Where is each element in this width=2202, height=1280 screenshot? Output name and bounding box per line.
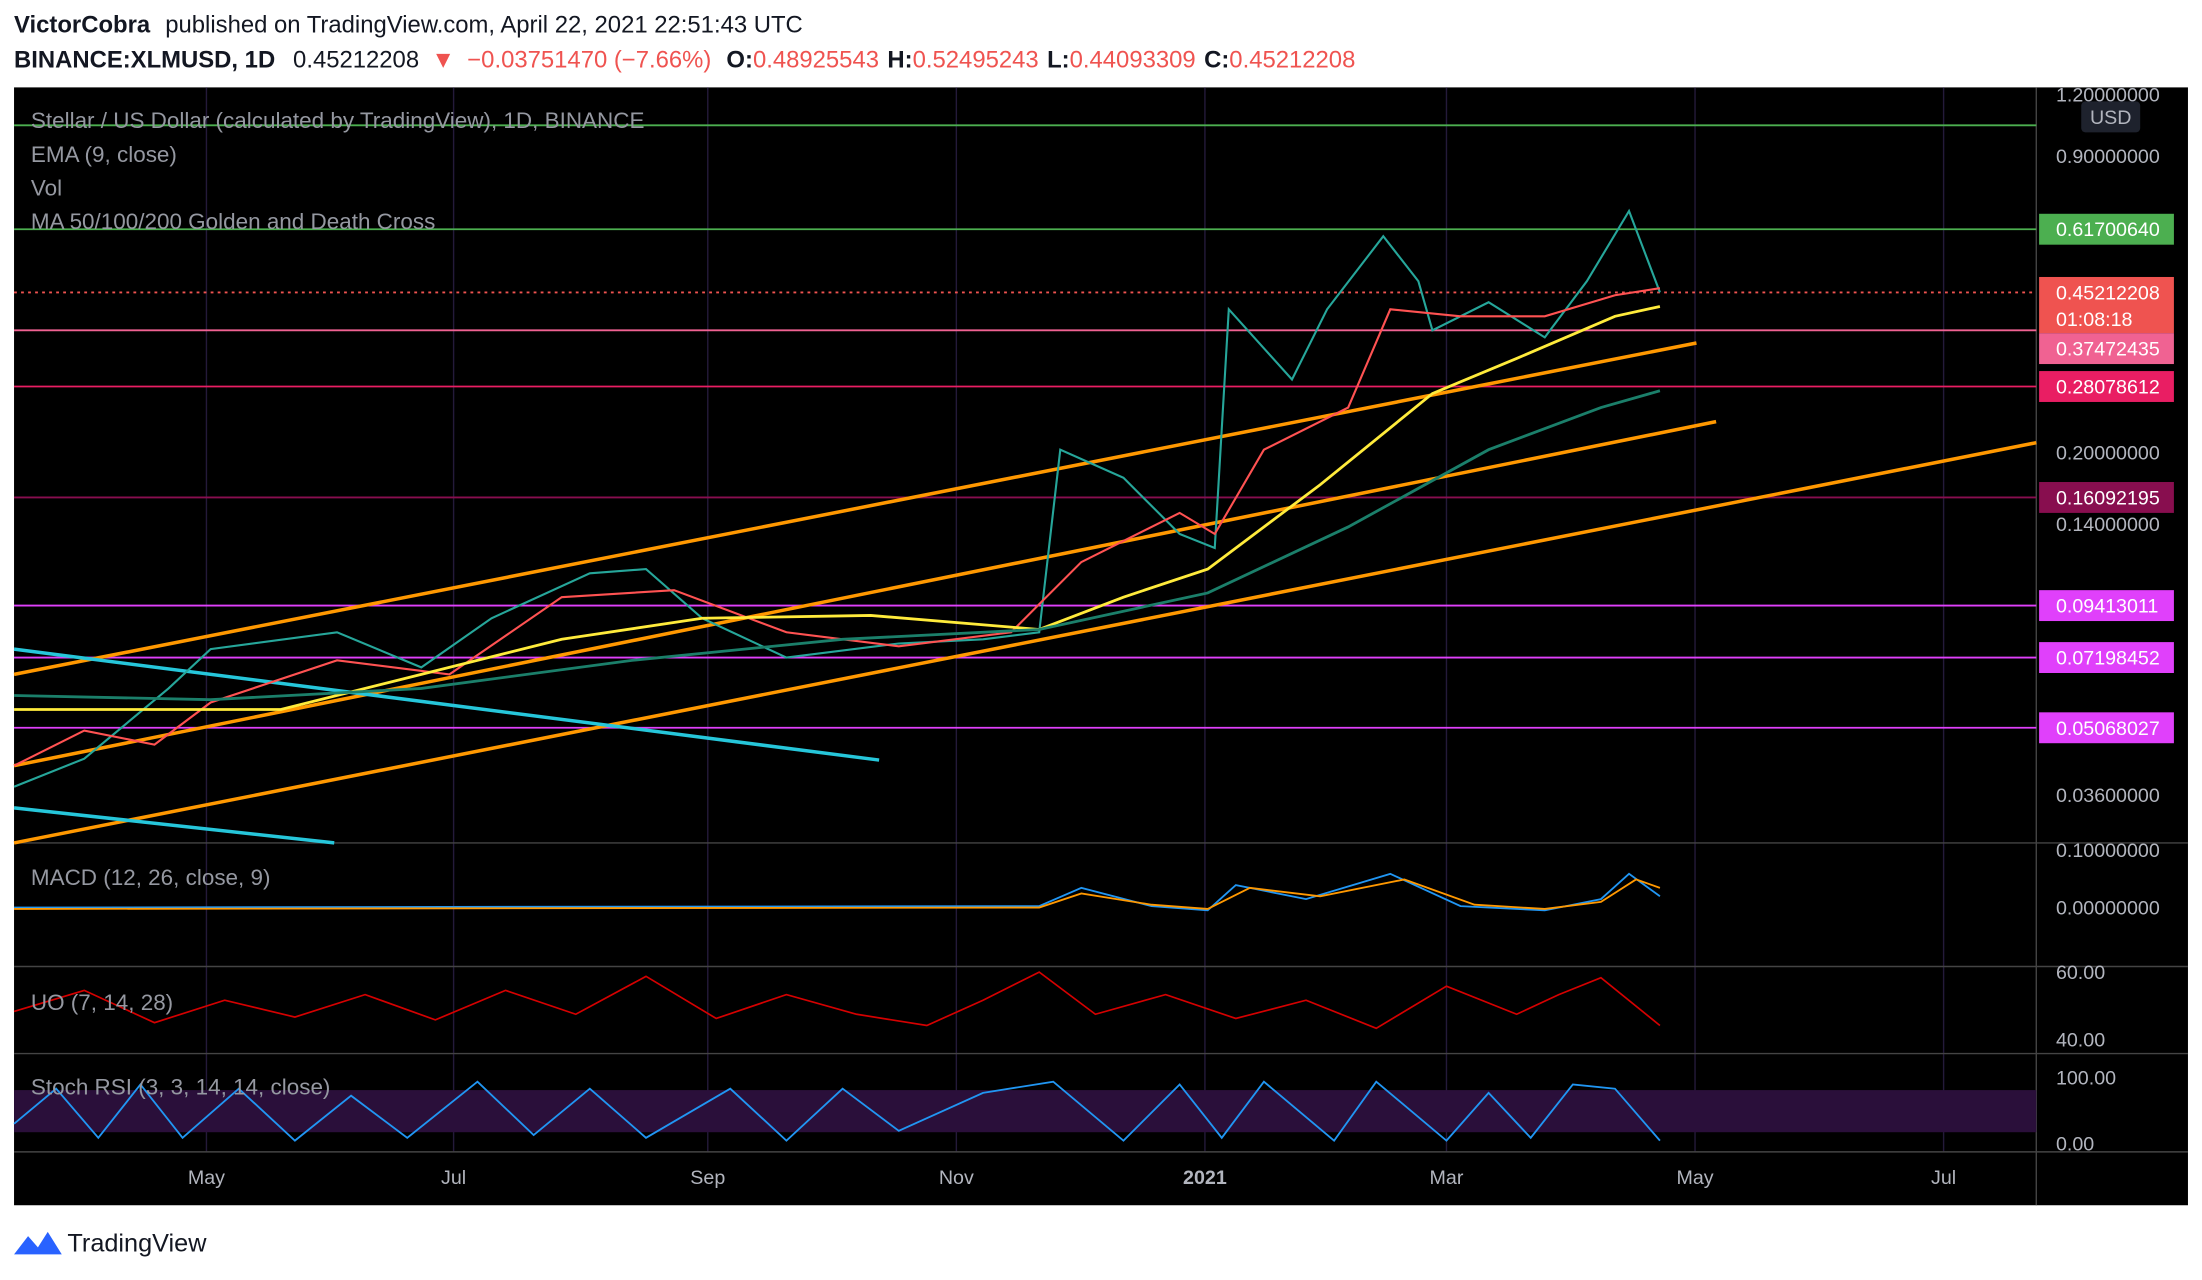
price-tick-label: 0.14000000 [2056, 514, 2160, 536]
time-axis: May Jul Sep Nov 2021 Mar May Jul [188, 1167, 1956, 1189]
price-tick-label: 0.90000000 [2056, 146, 2160, 168]
time-tick-label: May [1676, 1167, 1713, 1189]
price [13, 208, 1661, 788]
time-tick-label: Nov [939, 1167, 974, 1189]
ma200 [14, 389, 1661, 702]
header-line2: BINANCE:XLMUSD, 1D 0.45212208 ▼ −0.03751… [14, 47, 1355, 74]
uo-title: UO (7, 14, 28) [31, 990, 173, 1015]
level-label: 0.09413011 [2056, 596, 2158, 618]
stoch-band [14, 1090, 2037, 1133]
chart-bg [14, 87, 2188, 1206]
ohlc-label: H: [887, 47, 912, 74]
right-axis: 1.20000000 0.90000000 0.20000000 0.14000000… [2039, 84, 2174, 1155]
footer-logo [14, 1231, 62, 1255]
level-label: 0.28078612 [2056, 377, 2160, 399]
last-price: 0.45212208 [293, 47, 419, 74]
level-badge [2039, 712, 2174, 744]
currency: USD [2090, 107, 2132, 129]
time-tick-label: Mar [1430, 1167, 1464, 1189]
time-tick-label: Jul [441, 1167, 466, 1189]
stoch-k [13, 1080, 1661, 1142]
macd-line [14, 872, 1661, 912]
time-tick-label: Jul [1931, 1167, 1956, 1189]
ohlc-label: L: [1047, 47, 1070, 74]
uo-line [13, 971, 1661, 1030]
time-tick-label: May [188, 1167, 225, 1189]
indicator-tick-label: 40.00 [2056, 1030, 2105, 1052]
trendlines [13, 341, 2037, 845]
price-tick-label: 1.20000000 [2056, 84, 2160, 106]
level-label: 0.05068027 [2056, 718, 2160, 740]
level-badge [2039, 213, 2174, 245]
level-label: 0.61700640 [2056, 219, 2160, 241]
symbol: BINANCE:XLMUSD, 1D [14, 47, 275, 74]
macd-title: MACD (12, 26, close, 9) [31, 865, 271, 890]
published: published on TradingView.com, April 22, … [165, 12, 803, 39]
level-badge [2039, 371, 2174, 402]
pane-borders [14, 87, 2188, 1206]
level-badge [2039, 276, 2174, 334]
price-tick-label: 0.20000000 [2056, 443, 2160, 465]
currency-box [2081, 101, 2141, 133]
macd-signal [14, 878, 1661, 910]
legend-ema: EMA (9, close) [31, 142, 177, 167]
ohlc-value: 0.45212208 [1229, 47, 1355, 74]
level-badge [2039, 482, 2174, 513]
time-tick-label: 2021 [1183, 1167, 1227, 1189]
legend-vol: Vol [31, 176, 62, 201]
stoch-title: Stoch RSI (3, 3, 14, 14, close) [31, 1074, 331, 1099]
indicator-tick-label: 0.10000000 [2056, 840, 2160, 862]
level-label: 0.37472435 [2056, 339, 2160, 361]
level-label: 0.45212208 [2056, 282, 2160, 304]
indicator-tick-label: 60.00 [2056, 962, 2105, 984]
header-line1: VictorCobra published on TradingView.com… [14, 12, 803, 39]
footer-brand: TradingView [67, 1230, 207, 1258]
author: VictorCobra [14, 12, 151, 39]
time-tick-label: Sep [690, 1167, 725, 1189]
ohlc-label: O: [726, 47, 753, 74]
downtrend-lines [13, 647, 880, 845]
level-lines [14, 124, 2037, 729]
level-label: 0.16092195 [2056, 487, 2160, 509]
grid [205, 87, 1945, 1152]
price-tick-label: 0.03600000 [2056, 785, 2160, 807]
level-badge [2039, 642, 2174, 674]
indicator-tick-label: 100.00 [2056, 1067, 2116, 1089]
ohlc-label: C: [1204, 47, 1229, 74]
indicator-tick-label: 0.00 [2056, 1133, 2094, 1155]
level-badge [2039, 333, 2174, 365]
level-label: 0.07198452 [2056, 648, 2160, 670]
legend-ma: MA 50/100/200 Golden and Death Cross [31, 209, 435, 234]
arrow: ▼ [431, 47, 455, 74]
pane-legends: Stellar / US Dollar (calculated by Tradi… [31, 108, 645, 1099]
change: −0.03751470 (−7.66%) [467, 47, 711, 74]
ohlc-value: 0.44093309 [1070, 47, 1196, 74]
level-badge [2039, 590, 2174, 622]
ohlc-value: 0.48925543 [753, 47, 879, 74]
ohlc-value: 0.52495243 [913, 47, 1039, 74]
legend-symbol: Stellar / US Dollar (calculated by Tradi… [31, 108, 645, 133]
indicator-tick-label: 0.00000000 [2056, 898, 2160, 920]
countdown: 01:08:18 [2056, 309, 2133, 331]
